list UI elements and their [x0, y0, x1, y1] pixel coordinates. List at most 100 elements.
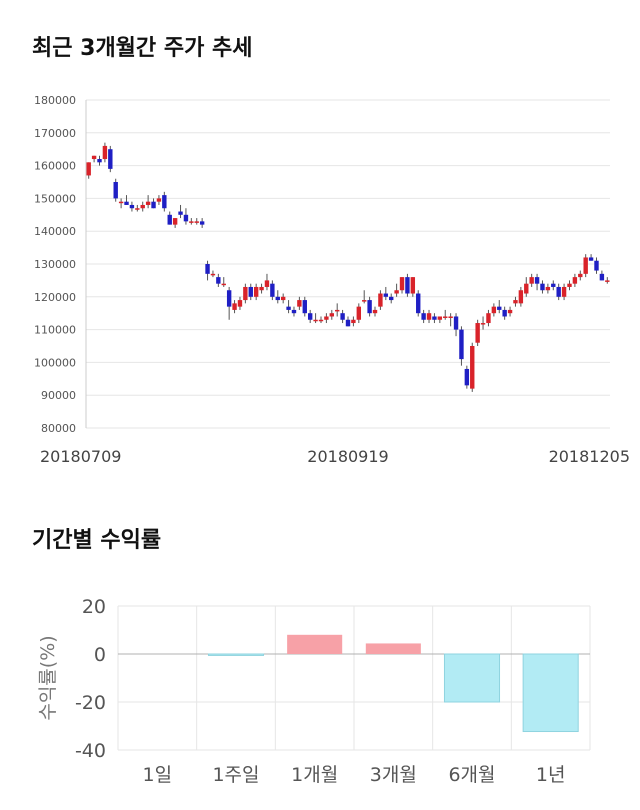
return-bar [443, 653, 501, 703]
candle-body [167, 214, 172, 225]
candle-body [275, 296, 280, 301]
candle-body [459, 329, 464, 360]
candle-body [162, 195, 167, 209]
candle-body [410, 277, 416, 294]
candle-body [421, 313, 426, 320]
candle-body [97, 159, 102, 163]
candle-body [497, 306, 502, 310]
y-tick-label: 100000 [34, 356, 76, 369]
candle-body [232, 303, 237, 310]
candle-body [286, 306, 291, 310]
y-tick-label: 120000 [34, 291, 76, 304]
candle-body [594, 260, 599, 271]
candle-body [140, 204, 145, 209]
candle-body [243, 286, 248, 301]
bar-category-label: 3개월 [370, 764, 417, 786]
y-tick-label: 140000 [34, 225, 76, 238]
candle-body [259, 286, 264, 291]
candle-body [340, 313, 345, 320]
return-bar [207, 653, 265, 656]
y-tick-label: 110000 [34, 324, 76, 337]
candle-body [135, 208, 140, 210]
candle-body [524, 283, 529, 294]
candle-body [561, 286, 567, 297]
candle-body [534, 277, 540, 284]
candle-body [334, 309, 340, 312]
candle-body [124, 201, 129, 205]
candle-body [199, 221, 205, 225]
candle-body [345, 319, 351, 327]
candle-body [389, 296, 394, 301]
candle-body [91, 155, 97, 160]
return-bar [365, 643, 421, 654]
bar-category-label: 6개월 [448, 764, 495, 786]
bar-category-label: 1개월 [291, 764, 338, 786]
candle-body [372, 309, 378, 314]
candle-body [588, 257, 594, 261]
candle-body [405, 277, 410, 294]
candle-body [448, 316, 453, 318]
candle-body [470, 346, 475, 389]
candle-body [205, 264, 210, 274]
candle-body [183, 214, 189, 222]
candlestick-chart: 80000 90000 100000 110000 120000 130000 140000… [34, 94, 630, 466]
bar-y-tick-label: -20 [75, 692, 106, 714]
candle-body [302, 300, 307, 314]
bar-y-tick-label: 0 [94, 644, 106, 666]
candle-body [351, 319, 356, 324]
candle-body [356, 306, 362, 320]
candle-body [194, 221, 199, 223]
candle-body [394, 290, 399, 294]
candle-body [291, 309, 297, 314]
candle-body [572, 277, 578, 284]
candle-body [507, 309, 513, 314]
candle-body [529, 277, 534, 284]
candle-body [605, 280, 610, 282]
candle-body [248, 286, 253, 297]
candle-body [307, 313, 313, 320]
candle-body [599, 273, 605, 281]
candle-body [453, 316, 459, 330]
candle-body [491, 306, 497, 314]
candle-body [210, 273, 216, 276]
bar-category-label: 1주일 [212, 764, 259, 786]
candle-body [297, 300, 302, 307]
candle-body [513, 300, 518, 304]
candle-body [280, 296, 286, 301]
candle-body [464, 368, 470, 386]
candle-body [551, 283, 556, 287]
candle-body [426, 313, 432, 320]
bar-y-axis-label: 수익률(%) [37, 635, 59, 720]
bar-y-tick-label: 20 [82, 596, 106, 618]
candle-body [367, 300, 372, 314]
candle-body [237, 300, 243, 307]
candle-body [518, 290, 524, 304]
candle-body [583, 257, 588, 274]
bar-category-label: 1년 [536, 764, 566, 786]
x-date-label: 20180919 [307, 447, 388, 466]
candle-body [556, 286, 561, 297]
candle-body [502, 309, 507, 317]
candle-body [567, 283, 572, 287]
candle-body [313, 319, 318, 322]
candle-body [216, 277, 221, 284]
candle-body [189, 221, 194, 223]
candle-body [416, 293, 421, 314]
candle-body [378, 293, 383, 307]
x-date-label: 20180709 [40, 447, 121, 466]
candle-body [172, 218, 178, 225]
candle-body [178, 211, 183, 215]
candle-body [318, 319, 324, 322]
candle-body [145, 201, 151, 205]
candle-body [226, 290, 232, 307]
candle-body [102, 145, 108, 160]
candle-body [129, 204, 135, 209]
return-bar [522, 653, 579, 733]
y-tick-label: 130000 [34, 258, 76, 271]
candle-body [118, 201, 124, 204]
price-trend-title: 최근 3개월간 주가 추세 [32, 36, 253, 61]
x-date-label: 20181205 [549, 447, 630, 466]
y-tick-label: 180000 [34, 94, 76, 107]
candle-body [264, 280, 270, 287]
candle-body [540, 283, 545, 291]
